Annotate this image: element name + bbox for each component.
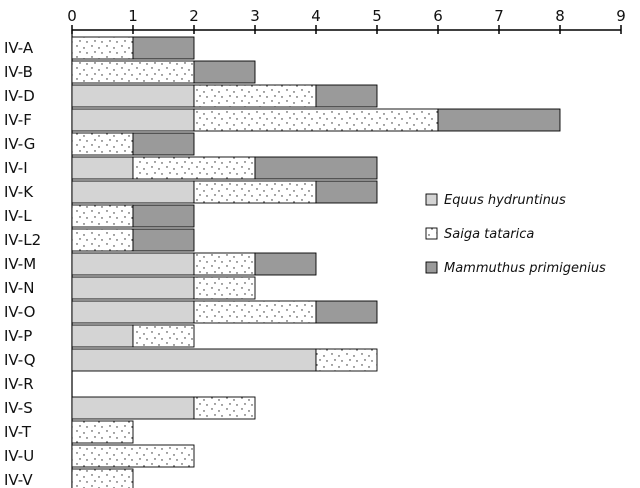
- bar-segment-iv-q-series-1: [71, 348, 317, 372]
- bar-segment-iv-i-series-1: [71, 156, 134, 180]
- bar-segment-iv-l-series-2: [71, 204, 134, 228]
- category-label: IV-F: [4, 111, 32, 129]
- bar-segment-iv-m-series-1: [71, 252, 195, 276]
- x-tick-label: 1: [128, 7, 138, 25]
- category-label: IV-L: [4, 207, 32, 225]
- bar-segment-iv-f-series-1: [71, 108, 195, 132]
- category-label: IV-S: [4, 399, 33, 417]
- legend-swatch: [425, 227, 438, 240]
- bar-segment-iv-n-series-1: [71, 276, 195, 300]
- bar-segment-iv-d-series-1: [71, 84, 195, 108]
- bar-segment-iv-f-series-3: [437, 108, 561, 132]
- bar-segment-iv-k-series-1: [71, 180, 195, 204]
- category-label: IV-G: [4, 135, 35, 153]
- category-label: IV-T: [4, 423, 32, 441]
- bar-segment-iv-i-series-3: [254, 156, 378, 180]
- bar-segment-iv-l2-series-3: [132, 228, 195, 252]
- bar-segment-iv-b-series-2: [71, 60, 195, 84]
- x-tick-label: 0: [67, 7, 77, 25]
- legend-label: Saiga tatarica: [444, 227, 534, 242]
- bar-segment-iv-i-series-2: [132, 156, 256, 180]
- category-label: IV-I: [4, 159, 28, 177]
- bar-segment-iv-k-series-2: [193, 180, 317, 204]
- x-tick-label: 2: [189, 7, 199, 25]
- category-label: IV-P: [4, 327, 32, 345]
- bar-segment-iv-k-series-3: [315, 180, 378, 204]
- bars: [71, 36, 561, 488]
- category-label: IV-D: [4, 87, 35, 105]
- category-label: IV-A: [4, 39, 34, 57]
- legend-label: Mammuthus primigenius: [444, 261, 606, 276]
- bar-segment-iv-t-series-2: [71, 420, 134, 444]
- x-tick-label: 5: [372, 7, 382, 25]
- bar-segment-iv-n-series-2: [193, 276, 256, 300]
- bar-segment-iv-l2-series-2: [71, 228, 134, 252]
- bar-segment-iv-q-series-2: [315, 348, 378, 372]
- category-label: IV-Q: [4, 351, 36, 369]
- category-label: IV-B: [4, 63, 33, 81]
- bar-segment-iv-p-series-1: [71, 324, 134, 348]
- bar-segment-iv-b-series-3: [193, 60, 256, 84]
- bar-segment-iv-m-series-3: [254, 252, 317, 276]
- bar-segment-iv-a-series-3: [132, 36, 195, 60]
- bar-segment-iv-a-series-2: [71, 36, 134, 60]
- bar-segment-iv-o-series-3: [315, 300, 378, 324]
- bar-segment-iv-l-series-3: [132, 204, 195, 228]
- category-label: IV-V: [4, 471, 33, 488]
- category-label: IV-U: [4, 447, 34, 465]
- x-tick-label: 4: [311, 7, 321, 25]
- bar-segment-iv-s-series-1: [71, 396, 195, 420]
- x-tick-label: 6: [433, 7, 443, 25]
- x-tick-label: 7: [494, 7, 504, 25]
- bar-segment-iv-s-series-2: [193, 396, 256, 420]
- category-label: IV-O: [4, 303, 35, 321]
- bar-segment-iv-p-series-2: [132, 324, 195, 348]
- category-label: IV-K: [4, 183, 34, 201]
- legend: Equus hydruntinus Saiga tatarica Mammuthus…: [425, 193, 606, 276]
- legend-label: Equus hydruntinus: [444, 193, 566, 208]
- category-label: IV-R: [4, 375, 34, 393]
- category-label: IV-N: [4, 279, 34, 297]
- x-tick-label: 9: [616, 7, 626, 25]
- bar-segment-iv-f-series-2: [193, 108, 439, 132]
- legend-swatch: [425, 261, 438, 274]
- bar-segment-iv-o-series-2: [193, 300, 317, 324]
- bar-segment-iv-d-series-3: [315, 84, 378, 108]
- bar-segment-iv-o-series-1: [71, 300, 195, 324]
- bar-segment-iv-u-series-2: [71, 444, 195, 468]
- bar-segment-iv-d-series-2: [193, 84, 317, 108]
- category-label: IV-M: [4, 255, 36, 273]
- x-tick-label: 8: [555, 7, 565, 25]
- category-label: IV-L2: [4, 231, 41, 249]
- bar-segment-iv-m-series-2: [193, 252, 256, 276]
- bar-segment-iv-v-series-2: [71, 468, 134, 488]
- bar-segment-iv-g-series-3: [132, 132, 195, 156]
- x-tick-label: 3: [250, 7, 260, 25]
- category-labels: IV-A IV-B IV-D IV-F IV-G IV-I IV-K IV-L IV-L2 IV-…: [4, 39, 41, 488]
- bar-segment-iv-g-series-2: [71, 132, 134, 156]
- legend-swatch: [425, 193, 438, 206]
